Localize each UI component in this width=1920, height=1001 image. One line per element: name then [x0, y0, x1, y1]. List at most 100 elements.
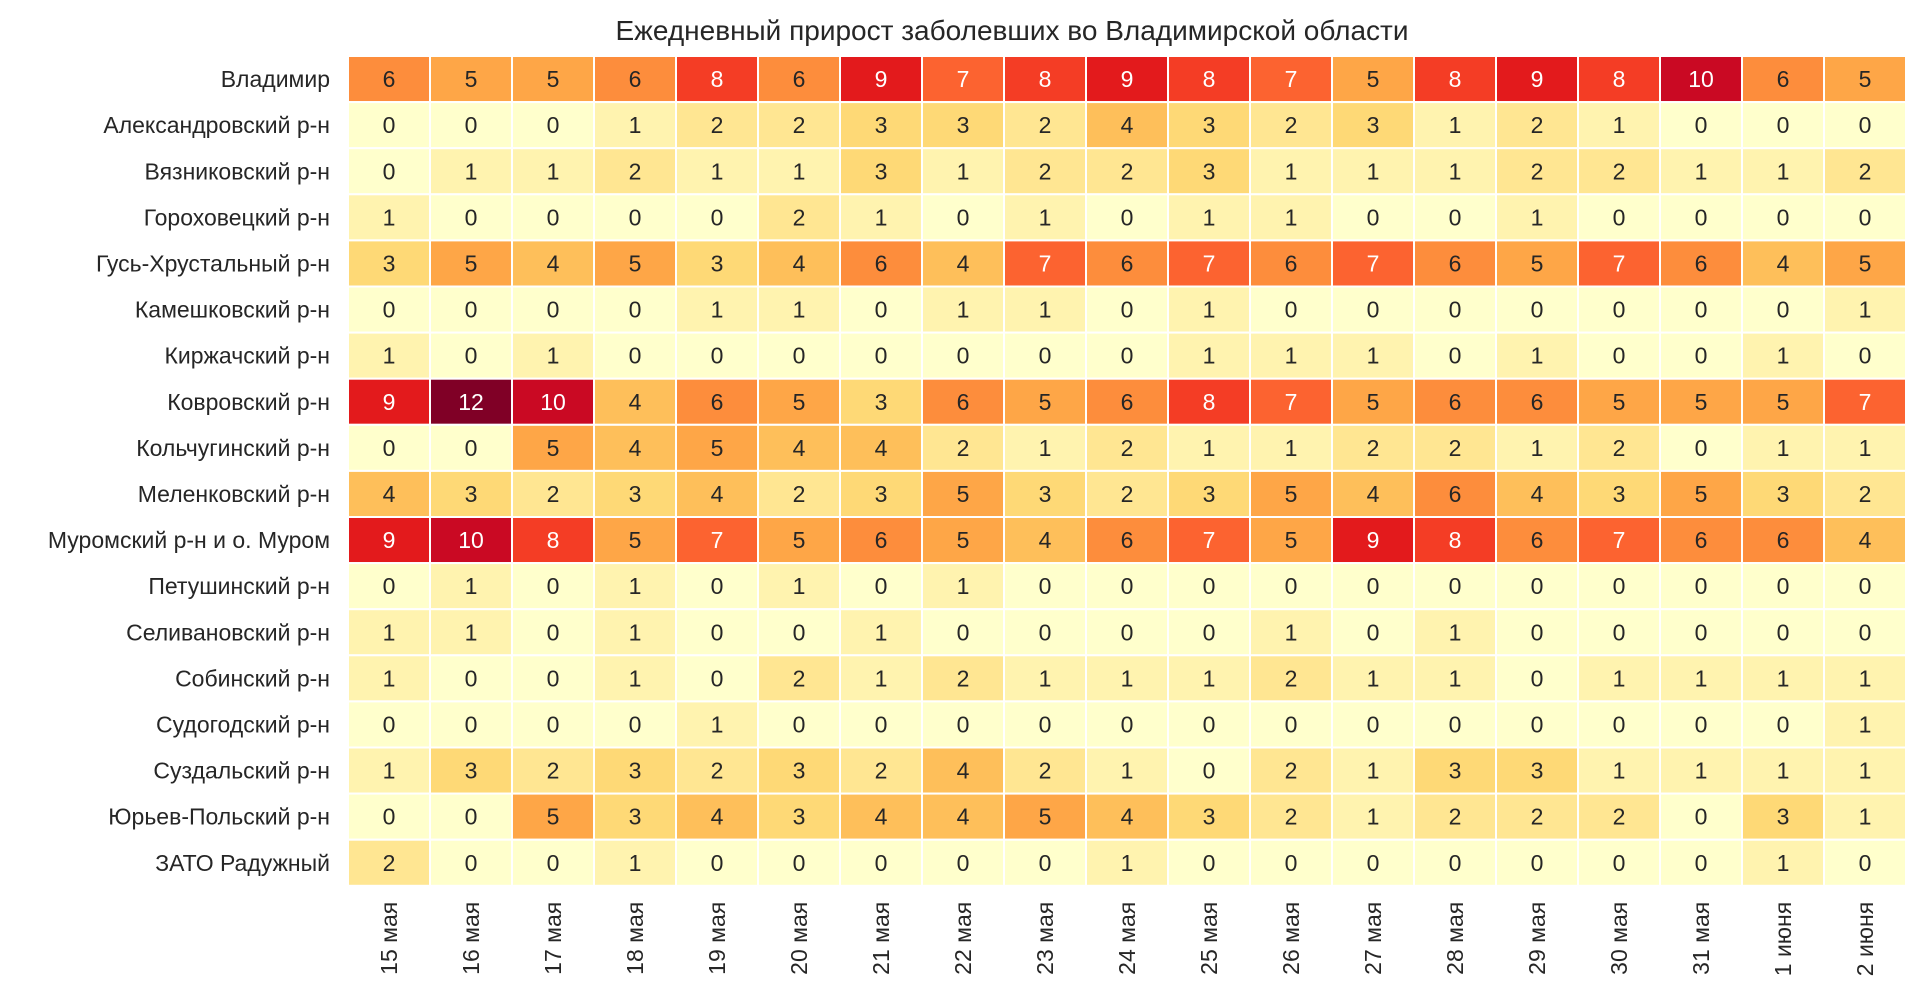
- cell-value-label: 1: [1203, 435, 1216, 461]
- cell-value-label: 0: [383, 573, 396, 599]
- cell-value-label: 5: [1285, 481, 1298, 507]
- cell-value-label: 5: [957, 527, 970, 553]
- heatmap-cells: [347, 55, 1907, 887]
- cell-value-label: 1: [1859, 665, 1872, 691]
- cell-value-label: 0: [1039, 573, 1052, 599]
- cell-value-label: 1: [875, 204, 888, 230]
- cell-value-label: 0: [1695, 804, 1708, 830]
- cell-value-label: 0: [1695, 204, 1708, 230]
- heatmap-cell: [1823, 193, 1907, 242]
- cell-value-label: 7: [1285, 66, 1298, 92]
- heatmap-cell: [511, 101, 595, 150]
- row-label: Юрьев-Польский р-н: [108, 804, 330, 830]
- cell-value-label: 0: [465, 850, 478, 876]
- cell-value-label: 5: [1695, 389, 1708, 415]
- heatmap-cell: [511, 285, 595, 334]
- cell-value-label: 1: [383, 619, 396, 645]
- heatmap-cell: [675, 516, 759, 565]
- heatmap-cell: [1249, 700, 1333, 749]
- cell-value-label: 1: [1859, 804, 1872, 830]
- cell-value-label: 12: [458, 389, 484, 415]
- cell-value-label: 1: [629, 112, 642, 138]
- cell-value-label: 1: [1531, 343, 1544, 369]
- cell-value-label: 1: [1695, 758, 1708, 784]
- cell-value-label: 7: [711, 527, 724, 553]
- cell-value-label: 2: [1859, 158, 1872, 184]
- heatmap-cell: [1659, 55, 1743, 104]
- cell-value-label: 1: [383, 758, 396, 784]
- cell-value-label: 0: [547, 711, 560, 737]
- heatmap-cell: [511, 654, 595, 703]
- cell-value-label: 0: [1203, 619, 1216, 645]
- heatmap-cell: [1167, 792, 1251, 841]
- cell-value-label: 0: [465, 204, 478, 230]
- cell-value-label: 4: [1121, 804, 1134, 830]
- cell-value-label: 1: [1695, 158, 1708, 184]
- cell-value-label: 7: [1285, 389, 1298, 415]
- column-label: 25 мая: [1196, 902, 1222, 975]
- column-label: 28 мая: [1442, 902, 1468, 975]
- cell-value-label: 4: [875, 435, 888, 461]
- heatmap-cell: [757, 608, 841, 657]
- row-label: Камешковский р-н: [135, 297, 330, 323]
- heatmap-cell: [1659, 838, 1743, 887]
- cell-value-label: 0: [1203, 711, 1216, 737]
- heatmap-cell: [1741, 700, 1825, 749]
- heatmap-cell: [1413, 792, 1497, 841]
- heatmap-cell: [1823, 331, 1907, 380]
- cell-value-label: 0: [1285, 573, 1298, 599]
- cell-value-label: 6: [1695, 250, 1708, 276]
- heatmap-cell: [1495, 331, 1579, 380]
- cell-value-label: 1: [547, 343, 560, 369]
- cell-value-label: 5: [1039, 389, 1052, 415]
- cell-value-label: 4: [1777, 250, 1790, 276]
- heatmap-cell: [1495, 746, 1579, 795]
- heatmap-cell: [1249, 377, 1333, 426]
- cell-value-label: 2: [1285, 112, 1298, 138]
- heatmap-cell: [1413, 55, 1497, 104]
- row-label: Муромский р-н и о. Муром: [48, 527, 330, 553]
- cell-value-label: 7: [1613, 250, 1626, 276]
- cell-value-label: 4: [629, 389, 642, 415]
- heatmap-cell: [675, 239, 759, 288]
- cell-value-label: 2: [957, 665, 970, 691]
- cell-value-label: 1: [1285, 435, 1298, 461]
- heatmap-cell: [839, 469, 923, 518]
- cell-value-label: 0: [465, 297, 478, 323]
- cell-value-label: 3: [629, 804, 642, 830]
- heatmap-cell: [429, 193, 513, 242]
- cell-value-label: 1: [465, 158, 478, 184]
- heatmap-cell: [1003, 654, 1087, 703]
- heatmap-cell: [1249, 792, 1333, 841]
- cell-value-label: 0: [1449, 711, 1462, 737]
- heatmap-cell: [1003, 562, 1087, 611]
- cell-value-label: 0: [465, 343, 478, 369]
- cell-value-label: 5: [1859, 250, 1872, 276]
- heatmap-cell: [1003, 423, 1087, 472]
- heatmap-cell: [1331, 285, 1415, 334]
- cell-value-label: 0: [1695, 435, 1708, 461]
- cell-value-label: 0: [1613, 711, 1626, 737]
- heatmap-cell: [1577, 377, 1661, 426]
- cell-value-label: 1: [1859, 758, 1872, 784]
- cell-value-label: 0: [1531, 665, 1544, 691]
- cell-value-label: 3: [875, 481, 888, 507]
- heatmap-cell: [757, 331, 841, 380]
- cell-value-label: 1: [1695, 665, 1708, 691]
- cell-value-label: 5: [547, 66, 560, 92]
- cell-value-label: 3: [1531, 758, 1544, 784]
- heatmap-cell: [1003, 700, 1087, 749]
- cell-value-label: 6: [957, 389, 970, 415]
- cell-value-label: 0: [1039, 343, 1052, 369]
- row-label: Александровский р-н: [103, 112, 330, 138]
- heatmap-cell: [1823, 285, 1907, 334]
- heatmap-cell: [1003, 239, 1087, 288]
- cell-value-label: 6: [1121, 389, 1134, 415]
- heatmap-cell: [1167, 654, 1251, 703]
- cell-value-label: 1: [629, 573, 642, 599]
- cell-value-label: 5: [711, 435, 724, 461]
- cell-value-label: 0: [1449, 343, 1462, 369]
- cell-value-label: 0: [547, 297, 560, 323]
- heatmap-cell: [1085, 469, 1169, 518]
- cell-value-label: 4: [875, 804, 888, 830]
